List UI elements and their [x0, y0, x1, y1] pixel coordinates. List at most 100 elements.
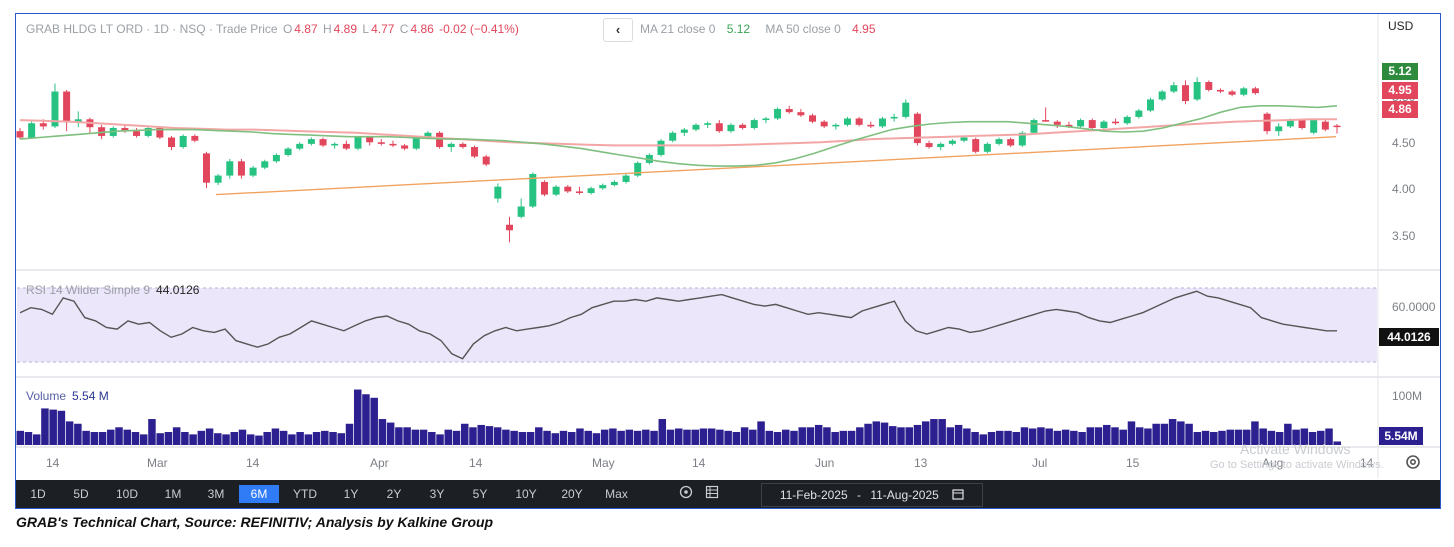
- range-button-10d[interactable]: 10D: [115, 487, 138, 501]
- candle-body: [890, 116, 898, 119]
- range-button-ytd[interactable]: YTD: [293, 487, 317, 501]
- date-range-picker[interactable]: 11-Feb-2025 - 11-Aug-2025: [761, 483, 983, 507]
- volume-bar: [724, 430, 732, 445]
- volume-bar: [609, 428, 617, 445]
- volume-bar: [123, 429, 132, 445]
- range-button-5y[interactable]: 5Y: [472, 487, 488, 501]
- candle-body: [564, 186, 572, 192]
- volume-bar: [543, 430, 551, 445]
- chart-frame: [15, 13, 1441, 509]
- range-button-max[interactable]: Max: [605, 487, 628, 501]
- volume-bar: [954, 424, 963, 445]
- volume-bar: [90, 432, 99, 445]
- candle-body: [855, 118, 863, 125]
- volume-bar: [535, 427, 543, 445]
- volume-bar: [1028, 428, 1037, 445]
- candle-body: [1042, 120, 1050, 122]
- ma-legend: MA 21 close 0 5.12 MA 50 close 0 4.95: [640, 22, 878, 36]
- candle-body: [1298, 120, 1306, 129]
- volume-bar: [691, 429, 699, 445]
- range-button-2y[interactable]: 2Y: [386, 487, 402, 501]
- table-view-icon[interactable]: [704, 485, 720, 503]
- x-tick-label: 14: [1360, 456, 1374, 470]
- candle-body: [1181, 85, 1189, 102]
- candle-body: [307, 139, 315, 144]
- volume-bar: [584, 430, 592, 445]
- volume-bar: [749, 429, 757, 445]
- candle-body: [1251, 88, 1259, 94]
- rsi-tick-label: 60.0000: [1392, 300, 1436, 314]
- range-button-5d[interactable]: 5D: [73, 487, 89, 501]
- range-button-1m[interactable]: 1M: [164, 487, 182, 501]
- volume-bar: [1185, 423, 1193, 445]
- close-label: C: [399, 22, 409, 36]
- candle-body: [412, 137, 420, 149]
- volume-bar: [1053, 430, 1062, 445]
- range-button-1d[interactable]: 1D: [30, 487, 46, 501]
- candle-body: [272, 154, 280, 162]
- x-tick-label: 14: [469, 456, 483, 470]
- candle-body: [902, 102, 910, 117]
- candle-body: [1123, 116, 1131, 124]
- candle-body: [843, 118, 851, 125]
- volume-bar: [806, 427, 815, 445]
- volume-bar: [1333, 441, 1341, 445]
- support-trendline: [215, 136, 1337, 196]
- high-value: 4.89: [333, 22, 358, 36]
- range-button-10y[interactable]: 10Y: [515, 487, 537, 501]
- volume-bar: [757, 421, 765, 445]
- volume-bar: [814, 424, 823, 445]
- candle-body: [1018, 132, 1026, 146]
- volume-bar: [148, 419, 156, 445]
- candle-body: [1147, 99, 1155, 111]
- volume-bar: [115, 427, 123, 445]
- candle-body: [540, 181, 548, 195]
- volume-bar: [1144, 428, 1152, 445]
- clock-icon[interactable]: [678, 485, 694, 503]
- candle-body: [98, 127, 106, 136]
- candle-body: [832, 124, 840, 127]
- range-button-20y[interactable]: 20Y: [561, 487, 583, 501]
- range-button-3y[interactable]: 3Y: [429, 487, 445, 501]
- range-button-6m[interactable]: 6M: [239, 485, 279, 503]
- currency-selector[interactable]: USD: [1388, 19, 1414, 33]
- volume-bar: [559, 430, 568, 445]
- range-button-3m[interactable]: 3M: [207, 487, 225, 501]
- candle-body: [39, 123, 47, 127]
- x-tick-label: 14: [692, 456, 706, 470]
- candle-body: [121, 128, 129, 132]
- volume-bar: [1086, 427, 1095, 445]
- collapse-legend-button[interactable]: ‹: [603, 18, 633, 42]
- candle-body: [16, 131, 24, 138]
- volume-bar: [230, 432, 239, 445]
- volume-bar: [576, 428, 584, 445]
- volume-bar: [979, 434, 988, 445]
- volume-bar: [1152, 423, 1160, 445]
- candle-body: [1158, 91, 1166, 100]
- candle-body: [1286, 120, 1294, 127]
- volume-bar: [889, 426, 897, 445]
- candle-body: [1135, 110, 1143, 117]
- volume-bar: [74, 423, 82, 445]
- volume-bar: [24, 432, 33, 445]
- candle-body: [878, 118, 886, 127]
- candle-body: [226, 161, 234, 176]
- candle-body: [750, 120, 758, 129]
- settings-icon[interactable]: [1405, 454, 1421, 470]
- ma50-value: 4.95: [852, 22, 876, 36]
- candle-body: [960, 137, 968, 141]
- candle-body: [785, 108, 793, 113]
- volume-bar: [1251, 421, 1259, 445]
- volume-bar: [1275, 432, 1284, 445]
- ma21-line: [19, 105, 1338, 167]
- rsi-line: [19, 290, 1337, 360]
- range-button-1y[interactable]: 1Y: [343, 487, 359, 501]
- volume-bar: [864, 423, 872, 445]
- calendar-icon[interactable]: [952, 488, 964, 500]
- volume-bar: [1045, 428, 1053, 445]
- symbol-label: GRAB HLDG LT ORD · 1D · NSQ · Trade Pric…: [26, 22, 278, 36]
- candle-body: [459, 143, 467, 148]
- volume-bar: [419, 429, 428, 445]
- volume-bar: [238, 429, 247, 445]
- candle-body: [51, 91, 59, 127]
